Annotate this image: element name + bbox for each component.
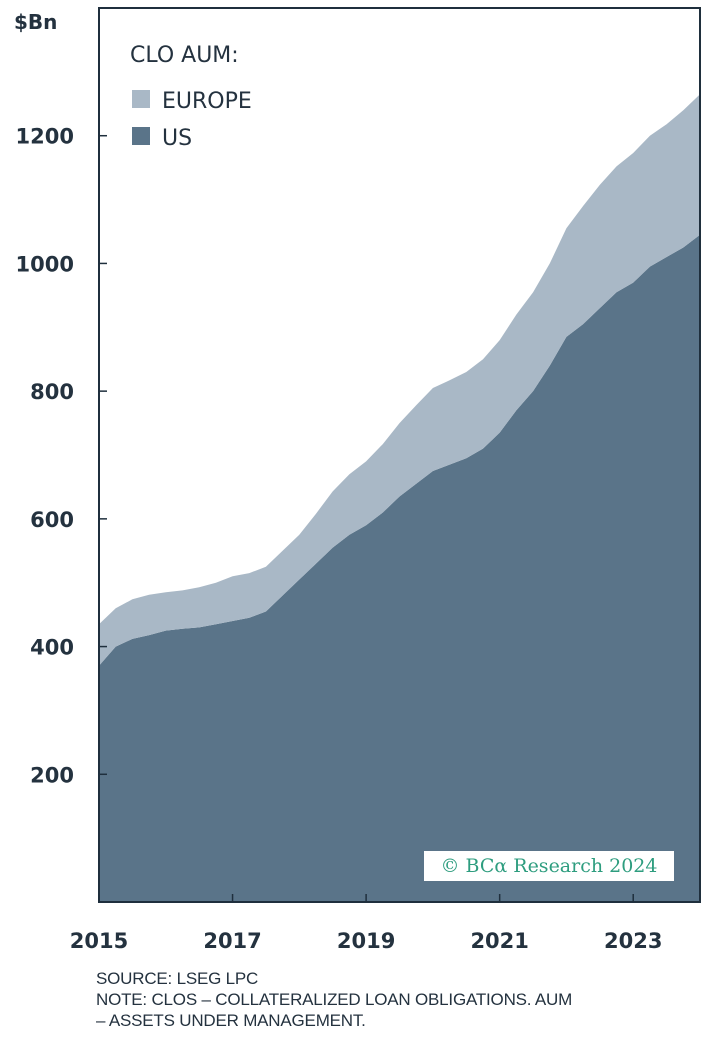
plot-frame: [98, 7, 701, 903]
y-axis-ticks: 200 400 600 800 1000 1200: [16, 125, 107, 787]
watermark: © BCα Research 2024: [424, 851, 674, 881]
x-tick-label: 2015: [70, 929, 128, 953]
legend-title: CLO AUM:: [130, 43, 239, 68]
x-axis-ticks: 2015 2017 2019 2021 2023: [70, 894, 662, 953]
legend-label-us: US: [162, 126, 192, 151]
note-line-1: NOTE: CLOS – COLLATERALIZED LOAN OBLIGAT…: [96, 990, 573, 1009]
area-europe: [99, 94, 700, 666]
y-tick-label: 200: [30, 763, 74, 787]
y-axis-unit-label: $Bn: [14, 10, 57, 34]
x-tick-label: 2019: [337, 929, 395, 953]
legend-swatch-europe: [132, 90, 150, 108]
x-tick-label: 2017: [203, 929, 261, 953]
y-tick-label: 800: [30, 380, 74, 404]
legend-swatch-us: [132, 127, 150, 145]
footnotes: SOURCE: LSEG LPC NOTE: CLOS – COLLATERAL…: [96, 968, 696, 1031]
legend: CLO AUM: EUROPE US: [130, 43, 252, 151]
source-note: SOURCE: LSEG LPC: [96, 969, 259, 988]
note-line-2: – ASSETS UNDER MANAGEMENT.: [96, 1011, 366, 1030]
x-tick-label: 2021: [470, 929, 528, 953]
y-tick-label: 1000: [16, 252, 74, 276]
legend-label-europe: EUROPE: [162, 89, 252, 114]
y-tick-label: 1200: [16, 125, 74, 149]
y-tick-label: 600: [30, 508, 74, 532]
y-tick-label: 400: [30, 636, 74, 660]
x-tick-label: 2023: [604, 929, 662, 953]
area-us: [99, 234, 700, 902]
legend-items: EUROPE US: [132, 89, 252, 151]
area-series: [99, 94, 700, 902]
